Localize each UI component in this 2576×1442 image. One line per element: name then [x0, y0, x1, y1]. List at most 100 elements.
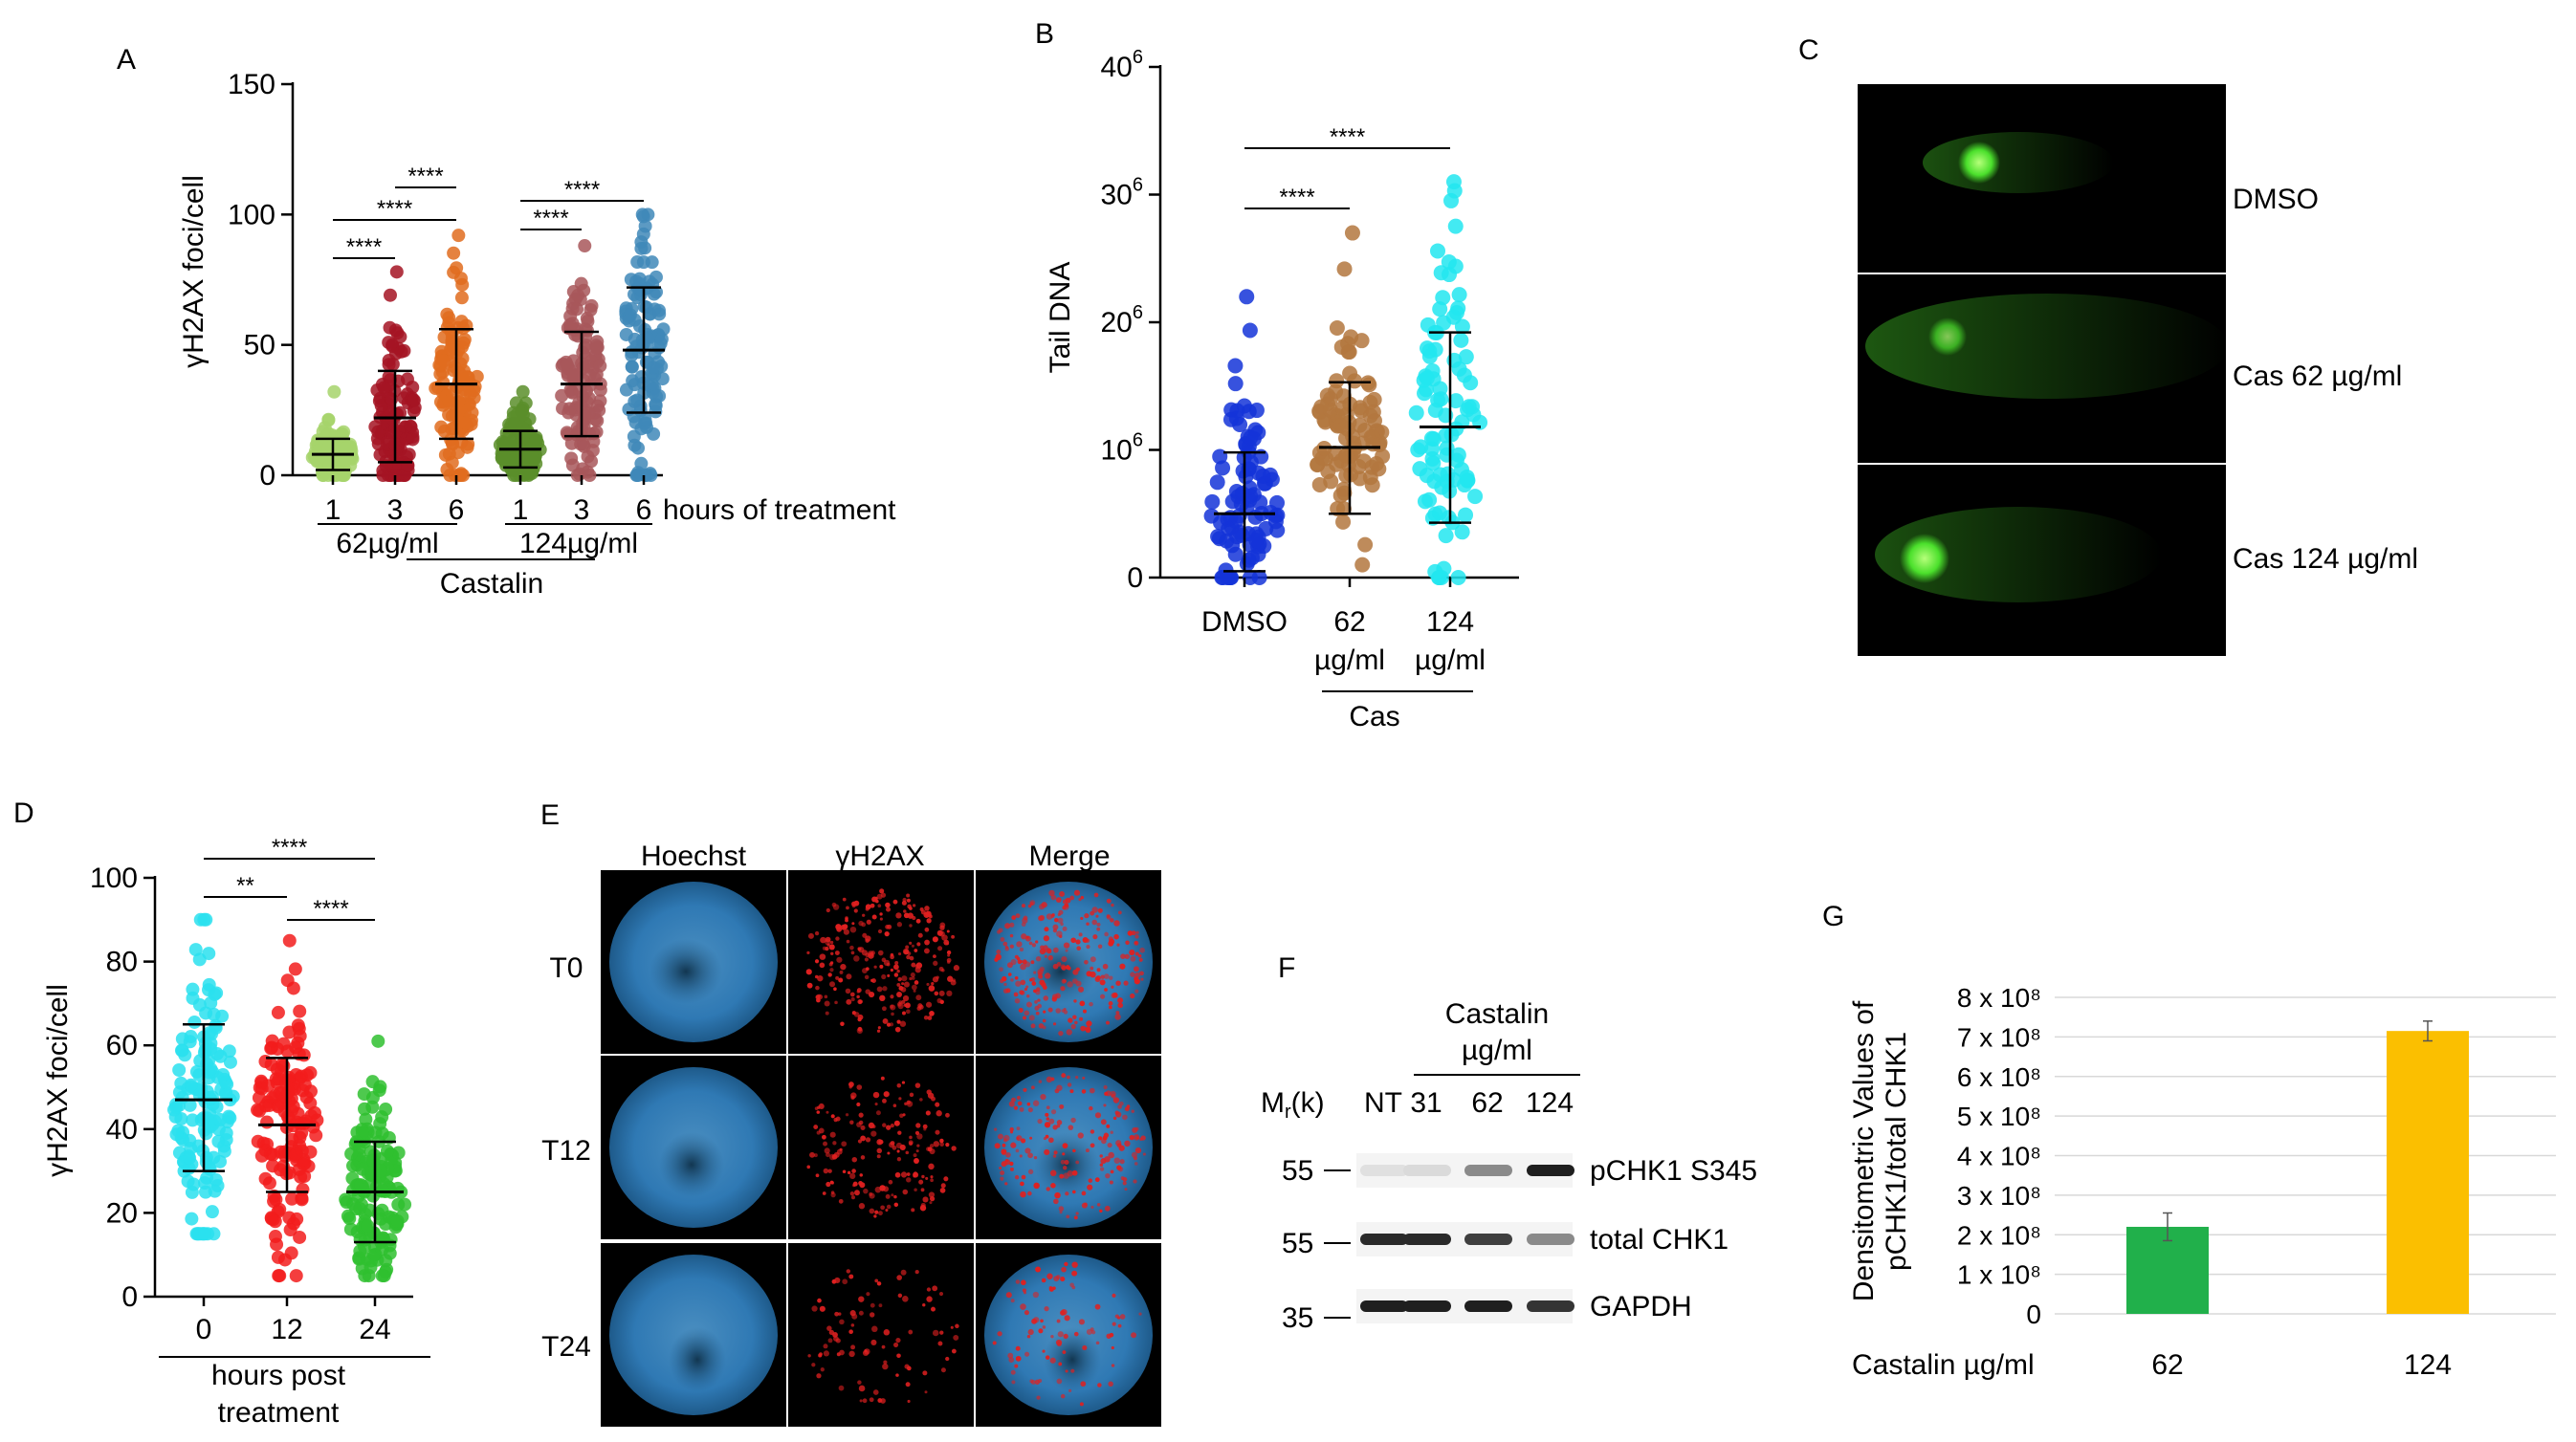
d-x-axis-label-2: treatment [218, 1397, 340, 1429]
b-data-point [1418, 382, 1434, 398]
b-data-point [1432, 505, 1448, 521]
a-tick-label: 50 [244, 330, 275, 361]
d-data-point [373, 1164, 387, 1178]
a-data-point [578, 340, 592, 355]
d-data-point [266, 1159, 280, 1173]
d-data-point [197, 912, 211, 927]
d-data-point [355, 1162, 369, 1176]
a-data-point [407, 404, 421, 418]
a-significance-label: **** [564, 177, 600, 203]
b-y-ticks: 0 106 206 306 406 [1101, 47, 1160, 594]
d-data-point [204, 1061, 218, 1076]
d-tick-label: 20 [106, 1197, 138, 1229]
f-band-row [1356, 1222, 1574, 1256]
a-data-point [563, 309, 578, 323]
d-data-point [187, 1015, 202, 1029]
b-data-point [1320, 464, 1336, 480]
panel-letter-d: D [13, 797, 34, 829]
b-tick-label: 0 [1127, 562, 1143, 594]
b-category-label: 124 [1426, 606, 1474, 638]
a-data-point [327, 384, 341, 399]
a-data-point [454, 339, 469, 354]
g-tick-label: 2 x 10⁸ [1957, 1220, 2041, 1250]
f-title-line1: Castalin [1445, 998, 1549, 1030]
b-data-point [1248, 533, 1265, 549]
e-image-2-2 [976, 1243, 1161, 1427]
b-data-point [1242, 322, 1258, 339]
a-data-point [407, 393, 421, 407]
d-data-point [174, 1043, 188, 1058]
d-data-point [289, 1040, 303, 1055]
g-y-axis-label-1: Densitometric Values of [1848, 1000, 1880, 1301]
panel-letter-g: G [1822, 901, 1844, 932]
b-data-point [1419, 370, 1435, 386]
b-data-point [1333, 453, 1350, 470]
a-data-point [522, 465, 537, 479]
a-data-point [625, 345, 639, 360]
b-data-point [1222, 510, 1239, 526]
g-tick-label: 1 x 10⁸ [1957, 1260, 2041, 1290]
f-band [1403, 1300, 1451, 1312]
a-data-point [451, 394, 466, 408]
d-data-point [209, 1172, 223, 1187]
d-data-point [283, 1223, 297, 1237]
b-data-point [1209, 474, 1225, 491]
a-data-point [619, 327, 633, 341]
d-data-point [380, 1144, 394, 1158]
f-band [1360, 1165, 1408, 1176]
d-data-point [361, 1219, 375, 1234]
a-data-point [626, 374, 640, 388]
a-data-point [377, 381, 391, 395]
a-series-2 [429, 229, 484, 482]
a-data-point [454, 291, 469, 305]
a-tick-label: 150 [228, 69, 275, 100]
f-marker-label: 55 [1282, 1155, 1313, 1187]
d-data-point [293, 1004, 307, 1018]
d-data-point [354, 1178, 368, 1192]
b-y-axis-label: Tail DNA [1045, 262, 1076, 374]
d-data-point [208, 1184, 222, 1198]
b-tick-label: 306 [1101, 175, 1144, 211]
d-data-point [198, 1037, 212, 1051]
d-data-point [280, 973, 295, 988]
d-data-point [183, 1150, 197, 1165]
f-mr-label: Mr(k) [1261, 1087, 1325, 1123]
b-data-point [1446, 183, 1463, 199]
d-category-label: 12 [271, 1314, 302, 1345]
a-data-point [583, 302, 598, 317]
e-image-1-0 [601, 1056, 786, 1239]
b-data-point [1224, 537, 1241, 554]
a-data-point [440, 320, 454, 335]
d-data-point [296, 1183, 310, 1197]
d-data-point [293, 1230, 307, 1244]
a-group-label-124: 124µg/ml [519, 528, 638, 559]
b-data-point [1344, 225, 1360, 241]
a-series-3 [493, 384, 547, 482]
b-data-point [1467, 489, 1484, 505]
d-data-point [371, 1034, 385, 1048]
a-data-point [629, 469, 644, 482]
a-data-point [455, 351, 470, 365]
d-data-point [284, 1246, 298, 1260]
d-data-point [169, 1127, 184, 1142]
a-data-point [563, 382, 578, 397]
a-data-point [585, 444, 600, 458]
a-data-point [437, 354, 451, 368]
f-band [1360, 1300, 1408, 1312]
comet-image-dmso [1858, 84, 2226, 273]
a-data-point [631, 441, 646, 455]
b-data-point [1445, 309, 1462, 325]
b-data-point [1336, 261, 1353, 277]
d-data-point [262, 1176, 276, 1191]
a-data-point [654, 332, 669, 346]
d-data-point [188, 943, 203, 957]
e-image-1-1 [788, 1056, 974, 1239]
a-significance-label: **** [377, 196, 412, 222]
g-category-label: 124 [2404, 1349, 2452, 1381]
a-data-point [589, 340, 604, 355]
d-significance-label: **** [313, 896, 348, 922]
b-significance-label: **** [1330, 124, 1365, 150]
b-data-point [1433, 265, 1449, 281]
a-data-point [578, 239, 592, 253]
